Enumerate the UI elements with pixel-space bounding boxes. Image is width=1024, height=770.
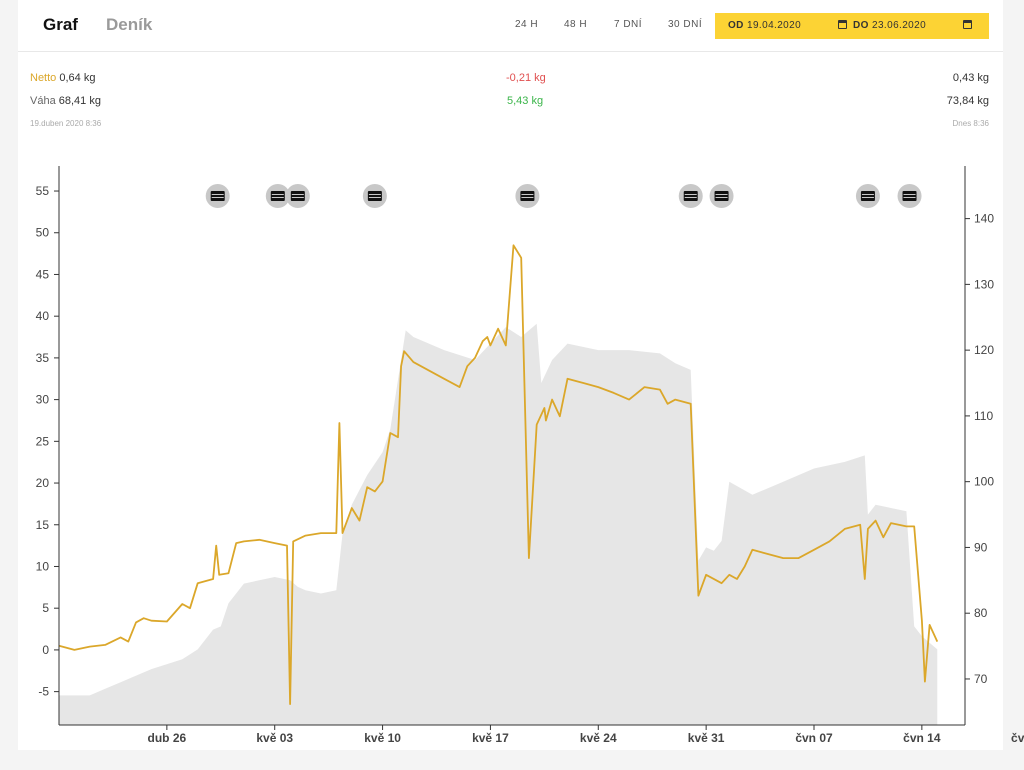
x-tick-label: kvě 24 (580, 731, 617, 745)
event-marker-icon[interactable] (362, 184, 387, 208)
event-marker-icon[interactable] (205, 184, 230, 208)
calendar-to-icon[interactable] (963, 20, 972, 29)
y-tick-label-right: 140 (974, 212, 994, 226)
vaha-start-value: 68,41 kg (58, 95, 101, 107)
chart-axes: -5 0 5 10 15 20 25 30 35 40 45 50 55 70 80 90 100 110 120 1… (36, 166, 1024, 745)
y-tick-label-right: 110 (974, 409, 993, 423)
tab-graf[interactable]: Graf (43, 15, 78, 34)
y-tick-label-left: 30 (36, 393, 50, 407)
event-marker-icon[interactable] (855, 184, 880, 208)
y-tick-label-left: 20 (36, 476, 50, 490)
weight-area-series (59, 323, 938, 725)
vaha-diff: 5,43 kg (507, 95, 544, 107)
y-tick-label-right: 100 (974, 475, 994, 489)
top-bar: Graf Deník 24 H 48 H 7 DNÍ 30 DNÍ OD 19.… (18, 0, 1003, 52)
y-tick-label-left: 50 (36, 226, 50, 240)
x-tick-label: kvě 03 (256, 731, 293, 745)
event-marker-glyph (270, 191, 285, 201)
x-tick-label: dub 26 (148, 731, 187, 745)
vaha-label: Váha (30, 95, 56, 107)
event-marker-icon[interactable] (678, 184, 703, 208)
range-24h-button[interactable]: 24 H (515, 19, 539, 30)
event-marker-icon[interactable] (265, 184, 290, 208)
calendar-from-icon[interactable] (838, 20, 847, 29)
x-tick-label: čvn 07 (795, 731, 833, 745)
y-tick-label-left: 25 (36, 434, 50, 448)
y-tick-label-left: 5 (42, 601, 49, 615)
y-tick-label-right: 80 (974, 606, 988, 620)
netto-start-value: 0,64 kg (59, 72, 96, 84)
y-tick-label-left: -5 (38, 685, 49, 699)
date-from-value: 19.04.2020 (747, 20, 802, 31)
date-from-field[interactable]: OD 19.04.2020 (728, 20, 801, 31)
y-tick-label-right: 120 (974, 343, 994, 357)
event-marker-glyph (290, 191, 305, 201)
x-tick-label: kvě 31 (688, 731, 725, 745)
x-tick-label: kvě 10 (364, 731, 401, 745)
netto-diff: -0,21 kg (506, 72, 546, 84)
vaha-start: Váha 68,41 kg (30, 95, 101, 107)
y-tick-label-left: 45 (36, 267, 50, 281)
event-marker-icon[interactable] (709, 184, 734, 208)
y-tick-label-left: 15 (36, 518, 50, 532)
x-tick-label: čvn 21 (1011, 731, 1024, 745)
x-tick-label: čvn 14 (903, 731, 941, 745)
event-marker-glyph (714, 191, 729, 201)
netto-line-series (58, 244, 939, 705)
event-marker-glyph (520, 191, 535, 201)
date-range-picker: OD 19.04.2020 DO 23.06.2020 (715, 13, 989, 39)
date-to-value: 23.06.2020 (872, 20, 927, 31)
y-tick-label-right: 130 (974, 277, 994, 291)
event-marker-glyph (210, 191, 225, 201)
x-tick-label: kvě 17 (472, 731, 509, 745)
netto-end: 0,43 kg (952, 72, 989, 84)
vaha-end: 73,84 kg (946, 95, 989, 107)
netto-label: Netto (30, 72, 57, 84)
y-tick-label-left: 40 (36, 309, 50, 323)
start-time: 19.duben 2020 8:36 (30, 119, 102, 128)
event-marker-icon[interactable] (285, 184, 310, 208)
range-7d-button[interactable]: 7 DNÍ (614, 19, 643, 30)
netto-start: Netto 0,64 kg (30, 72, 95, 84)
event-marker-glyph (860, 191, 875, 201)
date-to-field[interactable]: DO 23.06.2020 (853, 20, 926, 31)
y-tick-label-left: 55 (36, 184, 50, 198)
y-tick-label-right: 70 (974, 672, 988, 686)
event-marker-glyph (367, 191, 382, 201)
event-markers (205, 184, 922, 208)
end-time: Dnes 8:36 (952, 119, 989, 128)
range-30d-button[interactable]: 30 DNÍ (668, 19, 703, 30)
tab-denik[interactable]: Deník (106, 15, 153, 34)
y-tick-label-right: 90 (974, 540, 988, 554)
y-tick-label-left: 10 (36, 559, 50, 573)
date-to-prefix: DO (853, 20, 869, 31)
y-tick-label-left: 35 (36, 351, 50, 365)
event-marker-icon[interactable] (897, 184, 922, 208)
event-marker-glyph (902, 191, 917, 201)
event-marker-icon[interactable] (515, 184, 540, 208)
y-tick-label-left: 0 (42, 643, 49, 657)
range-48h-button[interactable]: 48 H (564, 19, 588, 30)
date-from-prefix: OD (728, 20, 744, 31)
event-marker-glyph (683, 191, 698, 201)
